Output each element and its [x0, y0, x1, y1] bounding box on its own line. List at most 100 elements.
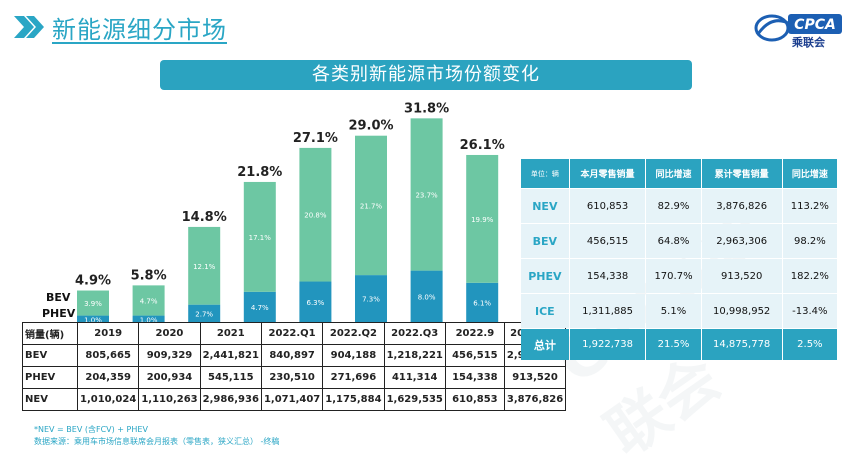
- table-row: PHEV 154,338 170.7% 913,520 182.2%: [521, 259, 837, 293]
- table-cell: 805,665: [76, 344, 140, 367]
- bar-segment-phev: [243, 291, 276, 322]
- data-label-phev: 6.3%: [307, 299, 325, 307]
- page-title: 新能源细分市场: [52, 16, 227, 44]
- data-label-total: 14.8%: [182, 210, 227, 225]
- table-cell: 1,311,885: [569, 294, 646, 328]
- data-label-bev: 4.7%: [140, 297, 158, 305]
- table-row: BEV 456,515 64.8% 2,963,306 98.2%: [521, 224, 837, 258]
- series-label-bev: BEV: [46, 291, 71, 304]
- bar-segment-phev: [188, 304, 221, 322]
- data-label-bev: 23.7%: [415, 191, 438, 199]
- table-cell: 545,115: [199, 366, 262, 389]
- table-cell: 200,934: [138, 366, 201, 389]
- table-row: NEV 610,853 82.9% 3,876,826 113.2%: [521, 189, 837, 223]
- cpca-logo: CPCA: [754, 14, 842, 42]
- table-cell: 610,853: [444, 388, 505, 411]
- data-label-phev: 6.1%: [473, 299, 491, 307]
- data-label-phev: 8.0%: [418, 293, 436, 301]
- table-cell: 204,359: [76, 366, 140, 389]
- table-header-cell: 单位：辆: [521, 159, 569, 188]
- table-cell: ICE: [521, 294, 569, 328]
- table-cell: 456,515: [569, 224, 646, 258]
- bar-segment-bev: [299, 147, 332, 282]
- table-cell: 1,110,263: [138, 388, 201, 411]
- chevron-right-icon: [14, 16, 44, 38]
- table-header-cell: 累计零售销量: [701, 159, 782, 188]
- table-cell: 10,998,952: [701, 294, 782, 328]
- table-cell: 64.8%: [646, 224, 701, 258]
- data-label-total: 27.1%: [293, 131, 338, 146]
- table-cell: 610,853: [569, 189, 646, 223]
- data-label-total: 4.9%: [75, 274, 111, 289]
- table-cell: PHEV: [22, 366, 78, 389]
- table-cell: 21.5%: [646, 329, 701, 360]
- data-label-phev: 2.7%: [195, 310, 213, 318]
- bar-segment-bev: [132, 285, 165, 316]
- table-total-row: 总计 1,922,738 21.5% 14,875,778 2.5%: [521, 329, 837, 360]
- footnote-definition: *NEV = BEV (含FCV) + PHEV: [34, 425, 148, 434]
- table-row: PHEV 204,359 200,934 545,115 230,510 271…: [22, 366, 567, 389]
- table-cell: 3,876,826: [503, 388, 567, 411]
- retail-sales-table: 单位：辆 本月零售销量 同比增速 累计零售销量 同比增速 NEV 610,853…: [520, 158, 838, 361]
- bar-segment-phev: [299, 281, 332, 322]
- data-label-bev: 3.9%: [84, 300, 102, 308]
- stacked-bar-chart: 1.0% 3.9% 4.9% 1.0% 4.7% 5.8% 2.7% 12.1% 14.8% 4.…: [42, 101, 505, 322]
- table-header-cell: 2019: [76, 322, 140, 345]
- svg-text:CPCA: CPCA: [794, 17, 836, 33]
- table-cell: 1,629,535: [383, 388, 446, 411]
- table-cell: NEV: [22, 388, 78, 411]
- table-row: BEV 805,665 909,329 2,441,821 840,897 90…: [22, 344, 567, 367]
- table-cell: 5.1%: [646, 294, 701, 328]
- table-cell: 840,897: [260, 344, 324, 367]
- table-header-cell: 同比增速: [646, 159, 701, 188]
- sales-volume-table: 销量(辆) 2019 2020 2021 2022.Q1 2022.Q2 202…: [22, 322, 567, 411]
- table-header-cell: 2022.Q1: [260, 322, 324, 345]
- table-cell: 2,963,306: [701, 224, 782, 258]
- table-cell: 154,338: [444, 366, 505, 389]
- table-header-row: 销量(辆) 2019 2020 2021 2022.Q1 2022.Q2 202…: [22, 322, 567, 345]
- table-cell: BEV: [22, 344, 78, 367]
- table-cell: NEV: [521, 189, 569, 223]
- table-header-cell: 本月零售销量: [569, 159, 646, 188]
- data-label-total: 5.8%: [131, 268, 167, 283]
- data-label-bev: 17.1%: [249, 234, 272, 242]
- bar-segment-bev: [243, 181, 276, 292]
- table-cell: 1,071,407: [260, 388, 324, 411]
- table-cell: 2,441,821: [199, 344, 262, 367]
- table-cell: 113.2%: [782, 189, 837, 223]
- table-cell: 1,175,884: [322, 388, 385, 411]
- data-label-phev: 7.3%: [362, 296, 380, 304]
- data-label-phev: 1.0%: [84, 317, 102, 322]
- table-header-cell: 销量(辆): [22, 322, 78, 345]
- table-cell: 1,218,221: [383, 344, 446, 367]
- bar-segment-phev: [355, 275, 387, 322]
- data-label-total: 31.8%: [404, 101, 449, 116]
- table-cell: 总计: [521, 329, 569, 360]
- table-header-row: 单位：辆 本月零售销量 同比增速 累计零售销量 同比增速: [521, 159, 837, 188]
- bar-segment-bev: [77, 290, 109, 316]
- table-cell: 456,515: [444, 344, 505, 367]
- table-row: ICE 1,311,885 5.1% 10,998,952 -13.4%: [521, 294, 837, 328]
- bar-segment-bev: [466, 154, 499, 283]
- bar-segment-phev: [77, 315, 109, 322]
- data-label-bev: 19.9%: [471, 216, 494, 224]
- table-cell: 2.5%: [782, 329, 837, 360]
- data-label-bev: 12.1%: [193, 263, 216, 271]
- table-cell: 98.2%: [782, 224, 837, 258]
- table-cell: 14,875,778: [701, 329, 782, 360]
- data-label-phev: 4.7%: [251, 304, 269, 312]
- bar-segment-bev: [355, 135, 387, 276]
- bar-segment-phev: [132, 315, 165, 322]
- data-label-total: 26.1%: [460, 138, 505, 153]
- table-cell: 271,696: [322, 366, 385, 389]
- table-header-cell: 同比增速: [782, 159, 837, 188]
- table-cell: 904,188: [322, 344, 385, 367]
- table-cell: -13.4%: [782, 294, 837, 328]
- footnote-source: 数据来源：乘用车市场信息联席会月报表（零售表，狭义汇总） -终稿: [34, 437, 280, 446]
- bar-segment-phev: [466, 282, 499, 322]
- table-cell: 154,338: [569, 259, 646, 293]
- chart-banner-title: 各类别新能源市场份额变化: [160, 60, 692, 90]
- table-cell: 1,922,738: [569, 329, 646, 360]
- data-label-total: 29.0%: [348, 119, 393, 134]
- data-label-total: 21.8%: [237, 165, 282, 180]
